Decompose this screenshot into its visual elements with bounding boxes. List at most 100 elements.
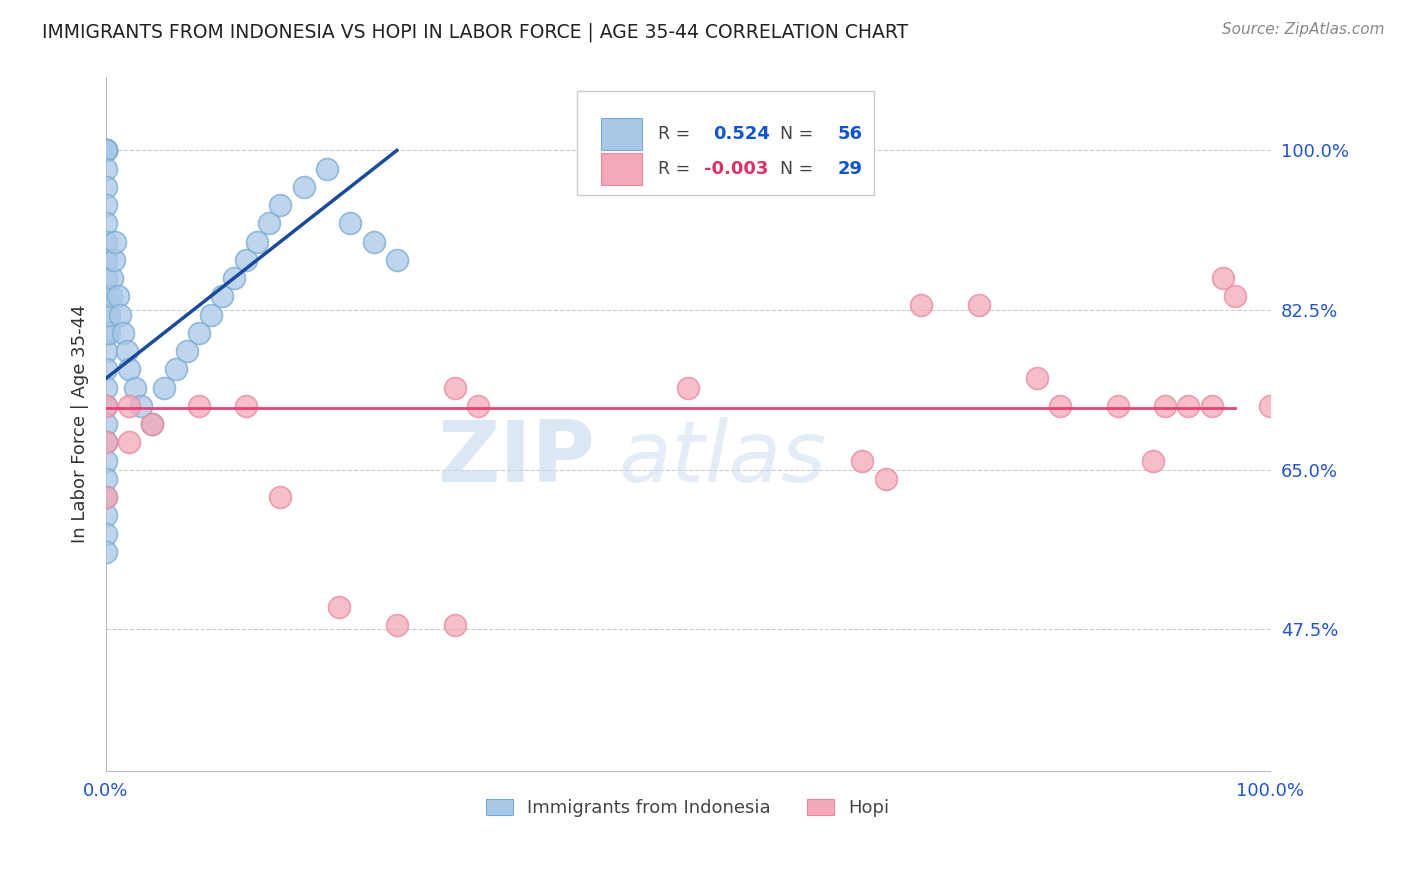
Point bbox=[316, 161, 339, 176]
Point bbox=[363, 235, 385, 249]
Text: R =: R = bbox=[658, 160, 696, 178]
Y-axis label: In Labor Force | Age 35-44: In Labor Force | Age 35-44 bbox=[72, 305, 89, 543]
Point bbox=[292, 180, 315, 194]
Point bbox=[269, 198, 291, 212]
Point bbox=[165, 362, 187, 376]
Point bbox=[1107, 399, 1129, 413]
Point bbox=[222, 271, 245, 285]
Text: 29: 29 bbox=[838, 160, 863, 178]
Point bbox=[129, 399, 152, 413]
Point bbox=[1177, 399, 1199, 413]
Point bbox=[1212, 271, 1234, 285]
Point bbox=[328, 599, 350, 614]
Point bbox=[94, 362, 117, 376]
Point bbox=[339, 216, 361, 230]
Point bbox=[1049, 399, 1071, 413]
Point bbox=[269, 490, 291, 504]
Point bbox=[467, 399, 489, 413]
Point bbox=[188, 326, 211, 340]
Point bbox=[115, 344, 138, 359]
Point bbox=[94, 435, 117, 450]
Point bbox=[104, 235, 127, 249]
Point bbox=[94, 308, 117, 322]
Point bbox=[94, 216, 117, 230]
Point bbox=[1223, 289, 1246, 303]
Point bbox=[94, 526, 117, 541]
Point bbox=[94, 235, 117, 249]
Text: Source: ZipAtlas.com: Source: ZipAtlas.com bbox=[1222, 22, 1385, 37]
Text: IMMIGRANTS FROM INDONESIA VS HOPI IN LABOR FORCE | AGE 35-44 CORRELATION CHART: IMMIGRANTS FROM INDONESIA VS HOPI IN LAB… bbox=[42, 22, 908, 42]
Point bbox=[94, 144, 117, 158]
Point bbox=[94, 490, 117, 504]
Point bbox=[94, 508, 117, 523]
Text: 56: 56 bbox=[838, 125, 863, 144]
Point bbox=[107, 289, 129, 303]
Point bbox=[176, 344, 198, 359]
Text: R =: R = bbox=[658, 125, 696, 144]
Point bbox=[118, 399, 141, 413]
Point bbox=[100, 289, 122, 303]
Point bbox=[94, 252, 117, 267]
FancyBboxPatch shape bbox=[600, 153, 643, 185]
Point bbox=[118, 362, 141, 376]
Point bbox=[108, 308, 131, 322]
Legend: Immigrants from Indonesia, Hopi: Immigrants from Indonesia, Hopi bbox=[478, 791, 897, 824]
Point bbox=[94, 435, 117, 450]
Point bbox=[94, 161, 117, 176]
Point bbox=[94, 545, 117, 559]
Point bbox=[94, 472, 117, 486]
Point bbox=[385, 617, 408, 632]
Point bbox=[851, 453, 873, 467]
Point bbox=[235, 399, 257, 413]
Point bbox=[910, 298, 932, 312]
Point bbox=[1154, 399, 1177, 413]
Point bbox=[141, 417, 163, 431]
Point bbox=[103, 252, 125, 267]
Point bbox=[875, 472, 897, 486]
Point bbox=[211, 289, 233, 303]
Point bbox=[1026, 371, 1049, 385]
Point bbox=[1201, 399, 1223, 413]
Text: ZIP: ZIP bbox=[437, 417, 595, 500]
Point bbox=[100, 271, 122, 285]
Point bbox=[94, 326, 117, 340]
Point bbox=[141, 417, 163, 431]
Text: N =: N = bbox=[780, 125, 818, 144]
Point bbox=[94, 399, 117, 413]
Point bbox=[94, 453, 117, 467]
Point bbox=[94, 144, 117, 158]
Point bbox=[444, 381, 467, 395]
Point bbox=[94, 198, 117, 212]
Point bbox=[118, 435, 141, 450]
Point bbox=[98, 326, 121, 340]
Point bbox=[98, 308, 121, 322]
Point bbox=[200, 308, 222, 322]
FancyBboxPatch shape bbox=[578, 91, 875, 195]
Point bbox=[385, 252, 408, 267]
Point bbox=[1142, 453, 1164, 467]
Point bbox=[94, 417, 117, 431]
Point bbox=[188, 399, 211, 413]
Point bbox=[94, 180, 117, 194]
Point bbox=[112, 326, 135, 340]
Point bbox=[257, 216, 280, 230]
Point bbox=[94, 144, 117, 158]
Point bbox=[1258, 399, 1281, 413]
Point bbox=[94, 490, 117, 504]
Text: N =: N = bbox=[780, 160, 818, 178]
Point bbox=[444, 617, 467, 632]
Point bbox=[94, 399, 117, 413]
Point bbox=[235, 252, 257, 267]
Point bbox=[94, 144, 117, 158]
Text: -0.003: -0.003 bbox=[704, 160, 769, 178]
Point bbox=[94, 271, 117, 285]
Point bbox=[246, 235, 269, 249]
Point bbox=[153, 381, 176, 395]
FancyBboxPatch shape bbox=[600, 119, 643, 150]
Text: 0.524: 0.524 bbox=[713, 125, 770, 144]
Point bbox=[94, 381, 117, 395]
Point bbox=[94, 289, 117, 303]
Point bbox=[124, 381, 146, 395]
Text: atlas: atlas bbox=[619, 417, 825, 500]
Point bbox=[94, 344, 117, 359]
